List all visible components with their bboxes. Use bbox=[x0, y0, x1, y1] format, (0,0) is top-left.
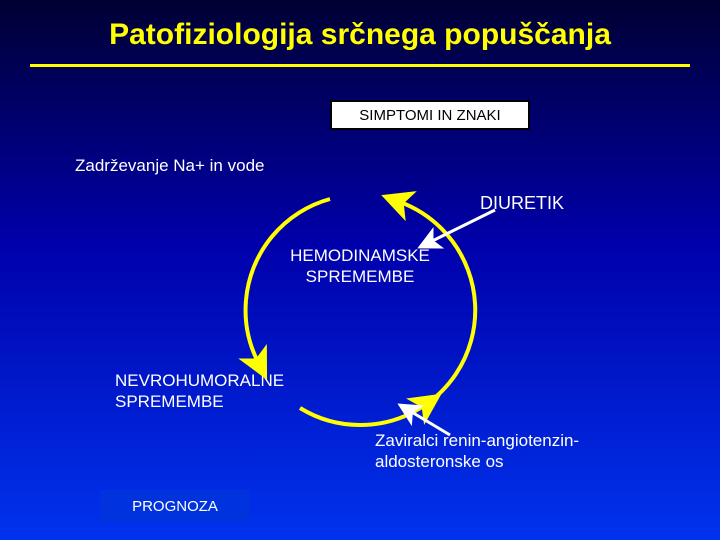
symptoms-label: SIMPTOMI IN ZNAKI bbox=[359, 107, 500, 124]
nevrohumoralne-label: NEVROHUMORALNE SPREMEMBE bbox=[115, 370, 284, 413]
slide: Patofiziologija srčnega popuščanja SIMPT… bbox=[0, 0, 720, 540]
diuretik-label: DIURETIK bbox=[480, 192, 564, 215]
symptoms-box: SIMPTOMI IN ZNAKI bbox=[330, 100, 530, 130]
title-underline bbox=[30, 64, 690, 67]
hemodinamske-label: HEMODINAMSKE SPREMEMBE bbox=[0, 245, 720, 288]
zaviralci-label: Zaviralci renin-angiotenzin- aldosterons… bbox=[375, 430, 579, 473]
prognoza-label: PROGNOZA bbox=[132, 498, 218, 515]
slide-title: Patofiziologija srčnega popuščanja bbox=[0, 18, 720, 52]
sodium-label: Zadrževanje Na+ in vode bbox=[75, 155, 264, 176]
prognoza-box: PROGNOZA bbox=[100, 490, 250, 522]
